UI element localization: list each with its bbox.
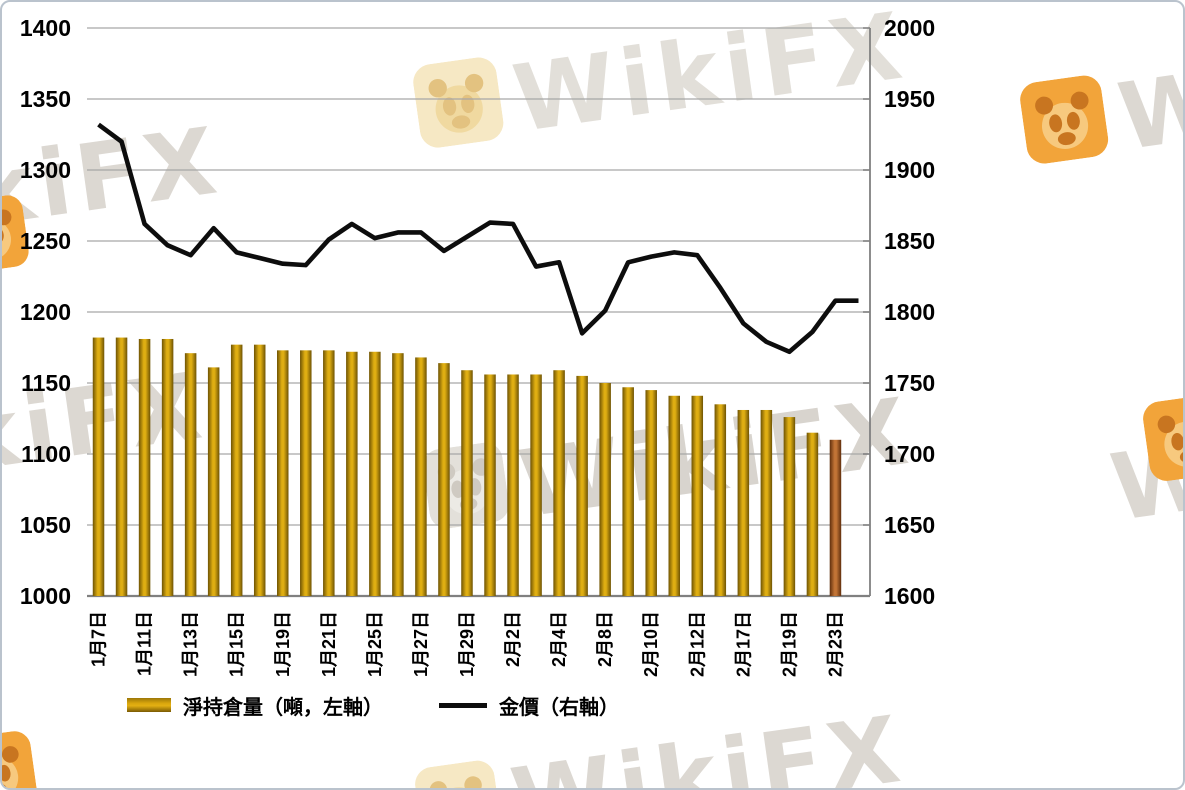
net-holdings-bar [668, 395, 680, 596]
right-axis-tick-label: 1600 [884, 583, 935, 609]
net-holdings-bar [92, 337, 105, 596]
net-holdings-bar [115, 337, 128, 596]
net-holdings-bar [230, 344, 243, 596]
net-holdings-bar [622, 387, 634, 596]
left-axis-tick-label: 1350 [20, 86, 71, 112]
net-holdings-bar [415, 357, 427, 596]
net-holdings-bar [484, 374, 496, 596]
x-axis-tick-label: 1月19日 [273, 611, 293, 677]
left-axis-tick-label: 1100 [21, 441, 71, 467]
legend-item-gold-price: 金價（右軸） [439, 692, 619, 719]
left-axis-tick-label: 1250 [20, 228, 71, 254]
legend-bar-label: 淨持倉量（噸，左軸） [183, 696, 383, 719]
net-holdings-bar [507, 374, 519, 596]
legend-line-swatch [439, 702, 487, 708]
net-holdings-bar [138, 338, 151, 596]
x-axis-tick-label: 1月25日 [365, 611, 385, 677]
legend-line-label: 金價（右軸） [499, 696, 619, 719]
net-holdings-bar [691, 395, 704, 596]
x-axis-tick-label: 1月29日 [457, 611, 477, 677]
x-axis-tick-label: 2月17日 [733, 611, 753, 677]
gold-price-line [97, 122, 859, 355]
x-axis-tick-label: 1月15日 [227, 611, 247, 677]
left-axis-tick-label: 1150 [21, 370, 71, 396]
x-axis-tick-label: 2月10日 [641, 611, 661, 677]
net-holdings-bar [253, 344, 266, 596]
net-holdings-bar [806, 432, 819, 596]
right-axis-tick-label: 1700 [884, 441, 935, 467]
x-axis-tick-label: 1月21日 [319, 611, 339, 677]
net-holdings-bar [369, 351, 381, 596]
net-holdings-bar [783, 417, 796, 596]
x-axis-tick-label: 1月7日 [89, 611, 109, 667]
net-holdings-bar [392, 353, 404, 596]
left-axis-tick-label: 1050 [20, 512, 71, 538]
right-axis-tick-label: 2000 [884, 15, 935, 41]
net-holdings-bar [530, 374, 542, 596]
right-axis-tick-label: 1800 [884, 299, 935, 325]
net-holdings-bar [184, 353, 197, 596]
x-axis-tick-label: 2月8日 [595, 611, 615, 667]
x-axis-tick-label: 2月23日 [825, 611, 845, 677]
left-axis-tick-label: 1300 [20, 157, 71, 183]
net-holdings-bar [645, 390, 657, 596]
net-holdings-bar [300, 350, 312, 596]
x-axis-tick-label: 2月2日 [503, 611, 523, 667]
net-holdings-bar [829, 439, 842, 596]
net-holdings-bar [760, 409, 773, 596]
net-holdings-bar [207, 367, 220, 596]
legend-item-net-holdings: 淨持倉量（噸，左軸） [127, 692, 383, 719]
legend-bar-swatch [127, 698, 171, 712]
net-holdings-bar [346, 351, 358, 596]
right-axis-tick-label: 1850 [884, 228, 935, 254]
net-holdings-bar [599, 383, 611, 596]
right-axis-tick-label: 1650 [884, 512, 935, 538]
net-holdings-bar [553, 370, 565, 596]
net-holdings-bar [161, 338, 174, 596]
x-axis-tick-label: 2月4日 [549, 611, 569, 667]
x-axis-tick-label: 1月13日 [181, 611, 201, 677]
left-axis-tick-label: 1200 [20, 299, 71, 325]
x-axis-tick-label: 2月19日 [779, 611, 799, 677]
net-holdings-bar [438, 363, 450, 596]
right-axis-tick-label: 1750 [884, 370, 935, 396]
net-holdings-bar [323, 350, 335, 596]
net-holdings-bar [714, 404, 727, 596]
net-holdings-bar [737, 409, 750, 596]
left-axis-tick-label: 1000 [20, 583, 71, 609]
net-holdings-bar [461, 370, 473, 596]
x-axis-tick-label: 2月12日 [687, 611, 707, 677]
left-axis-tick-label: 1400 [20, 15, 71, 41]
net-holdings-bar [576, 375, 588, 596]
x-axis-tick-label: 1月27日 [411, 611, 431, 677]
right-axis-tick-label: 1900 [884, 157, 935, 183]
right-axis-tick-label: 1950 [884, 86, 935, 112]
net-holdings-bar [277, 350, 289, 596]
x-axis-tick-label: 1月11日 [135, 611, 155, 676]
